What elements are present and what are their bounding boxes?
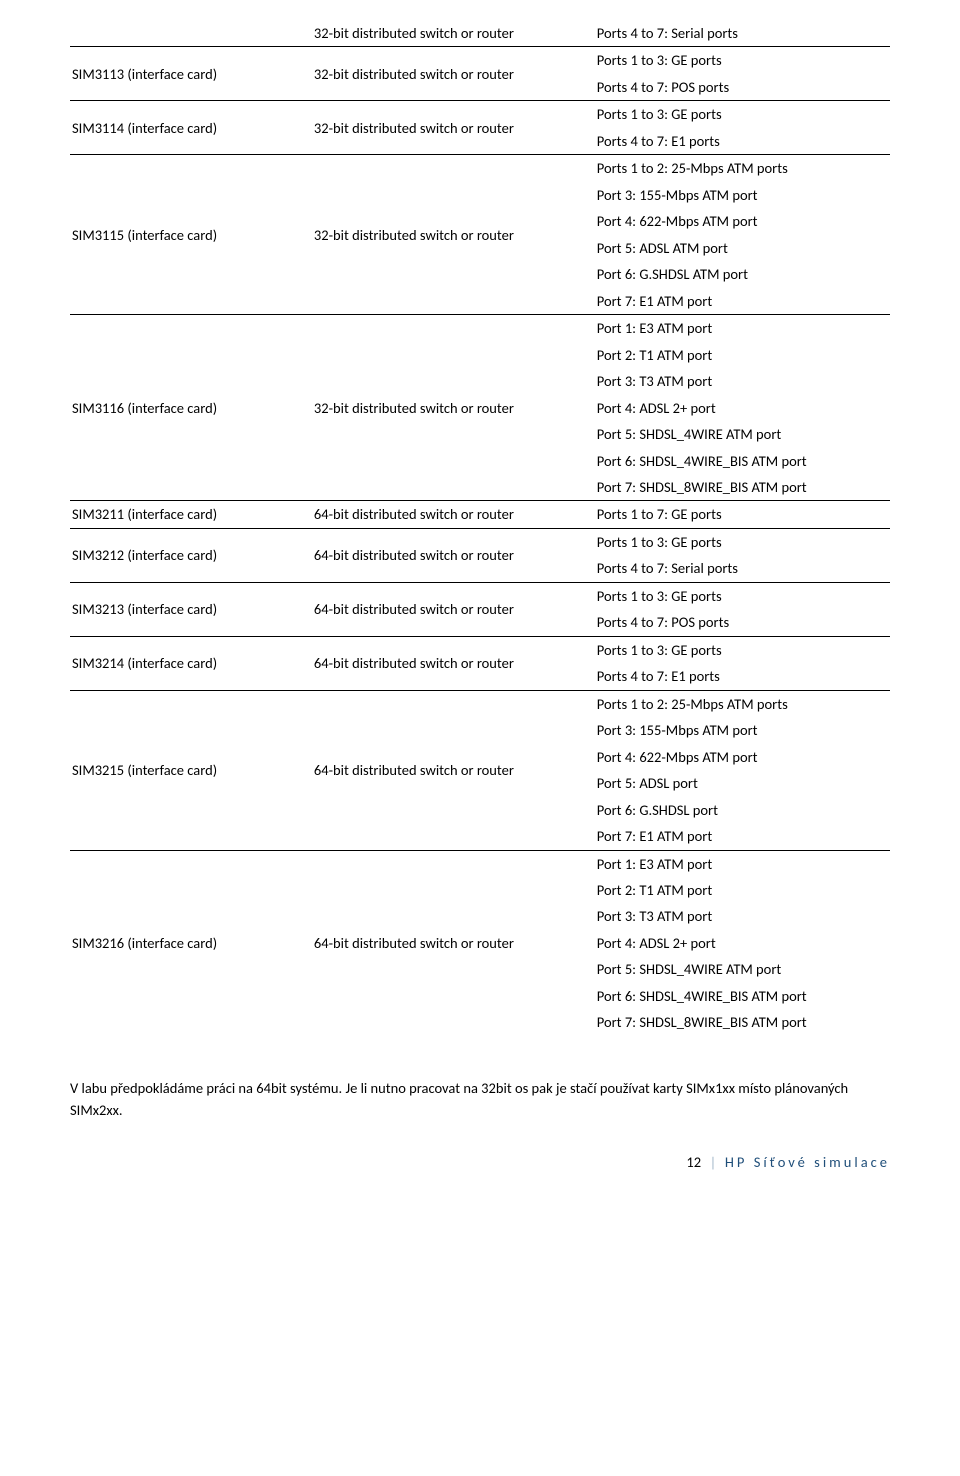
col-port-description: Ports 4 to 7: POS ports (595, 74, 890, 101)
col-port-description: Ports 1 to 3: GE ports (595, 636, 890, 663)
col-port-description: Ports 4 to 7: E1 ports (595, 128, 890, 155)
col-port-description: Port 5: SHDSL_4WIRE ATM port (595, 421, 890, 447)
col-port-description: Ports 4 to 7: E1 ports (595, 663, 890, 690)
col-interface-card: SIM3212 (interface card) (70, 528, 312, 582)
col-port-description: Port 2: T1 ATM port (595, 877, 890, 903)
footer-page-number: 12 (686, 1153, 701, 1171)
table-row: SIM3212 (interface card)64-bit distribut… (70, 528, 890, 555)
table-row: SIM3211 (interface card)64-bit distribut… (70, 501, 890, 528)
col-interface-card: SIM3113 (interface card) (70, 47, 312, 101)
interface-table: 32-bit distributed switch or routerPorts… (70, 20, 890, 1036)
col-device-type: 64-bit distributed switch or router (312, 850, 595, 1036)
col-port-description: Port 1: E3 ATM port (595, 850, 890, 877)
table-row: SIM3116 (interface card)32-bit distribut… (70, 315, 890, 342)
col-port-description: Port 5: ADSL port (595, 770, 890, 796)
col-port-description: Ports 4 to 7: Serial ports (595, 20, 890, 47)
col-port-description: Port 7: SHDSL_8WIRE_BIS ATM port (595, 474, 890, 501)
col-interface-card: SIM3115 (interface card) (70, 155, 312, 315)
col-port-description: Port 7: E1 ATM port (595, 288, 890, 315)
footer-title: HP Síťové simulace (725, 1153, 890, 1171)
col-device-type: 32-bit distributed switch or router (312, 47, 595, 101)
page-container: 32-bit distributed switch or routerPorts… (0, 0, 960, 1199)
table-row: SIM3214 (interface card)64-bit distribut… (70, 636, 890, 663)
col-port-description: Port 4: ADSL 2+ port (595, 395, 890, 421)
col-device-type: 32-bit distributed switch or router (312, 20, 595, 47)
body-paragraph: V labu předpokládáme práci na 64bit syst… (70, 1078, 890, 1122)
col-port-description: Port 3: T3 ATM port (595, 368, 890, 394)
col-interface-card: SIM3116 (interface card) (70, 315, 312, 501)
col-device-type: 32-bit distributed switch or router (312, 101, 595, 155)
col-device-type: 64-bit distributed switch or router (312, 690, 595, 850)
col-port-description: Ports 1 to 7: GE ports (595, 501, 890, 528)
footer-separator: | (704, 1153, 721, 1171)
col-port-description: Ports 1 to 2: 25-Mbps ATM ports (595, 690, 890, 717)
table-row: SIM3215 (interface card)64-bit distribut… (70, 690, 890, 717)
col-port-description: Port 3: 155-Mbps ATM port (595, 182, 890, 208)
col-interface-card: SIM3213 (interface card) (70, 582, 312, 636)
col-device-type: 64-bit distributed switch or router (312, 636, 595, 690)
col-port-description: Ports 4 to 7: Serial ports (595, 555, 890, 582)
col-port-description: Ports 1 to 2: 25-Mbps ATM ports (595, 155, 890, 182)
col-interface-card: SIM3211 (interface card) (70, 501, 312, 528)
col-port-description: Ports 1 to 3: GE ports (595, 47, 890, 74)
col-device-type: 64-bit distributed switch or router (312, 501, 595, 528)
col-interface-card (70, 20, 312, 47)
col-device-type: 64-bit distributed switch or router (312, 528, 595, 582)
table-row: SIM3115 (interface card)32-bit distribut… (70, 155, 890, 182)
col-port-description: Ports 4 to 7: POS ports (595, 609, 890, 636)
col-port-description: Port 4: 622-Mbps ATM port (595, 744, 890, 770)
col-port-description: Port 7: E1 ATM port (595, 823, 890, 850)
col-port-description: Port 5: ADSL ATM port (595, 235, 890, 261)
col-port-description: Port 2: T1 ATM port (595, 342, 890, 368)
col-interface-card: SIM3114 (interface card) (70, 101, 312, 155)
col-port-description: Ports 1 to 3: GE ports (595, 528, 890, 555)
col-port-description: Port 3: T3 ATM port (595, 903, 890, 929)
table-row: SIM3114 (interface card)32-bit distribut… (70, 101, 890, 128)
col-interface-card: SIM3216 (interface card) (70, 850, 312, 1036)
table-row: SIM3113 (interface card)32-bit distribut… (70, 47, 890, 74)
col-port-description: Port 6: G.SHDSL port (595, 797, 890, 823)
col-port-description: Port 6: G.SHDSL ATM port (595, 261, 890, 287)
col-device-type: 32-bit distributed switch or router (312, 315, 595, 501)
table-row: 32-bit distributed switch or routerPorts… (70, 20, 890, 47)
col-port-description: Port 5: SHDSL_4WIRE ATM port (595, 956, 890, 982)
table-row: SIM3216 (interface card)64-bit distribut… (70, 850, 890, 877)
col-port-description: Port 6: SHDSL_4WIRE_BIS ATM port (595, 983, 890, 1009)
table-row: SIM3213 (interface card)64-bit distribut… (70, 582, 890, 609)
page-footer: 12 | HP Síťové simulace (70, 1153, 890, 1171)
col-port-description: Port 4: ADSL 2+ port (595, 930, 890, 956)
col-interface-card: SIM3214 (interface card) (70, 636, 312, 690)
col-port-description: Port 3: 155-Mbps ATM port (595, 717, 890, 743)
col-port-description: Ports 1 to 3: GE ports (595, 582, 890, 609)
col-interface-card: SIM3215 (interface card) (70, 690, 312, 850)
col-port-description: Ports 1 to 3: GE ports (595, 101, 890, 128)
col-device-type: 32-bit distributed switch or router (312, 155, 595, 315)
col-port-description: Port 7: SHDSL_8WIRE_BIS ATM port (595, 1009, 890, 1035)
col-port-description: Port 4: 622-Mbps ATM port (595, 208, 890, 234)
col-port-description: Port 6: SHDSL_4WIRE_BIS ATM port (595, 448, 890, 474)
col-device-type: 64-bit distributed switch or router (312, 582, 595, 636)
col-port-description: Port 1: E3 ATM port (595, 315, 890, 342)
